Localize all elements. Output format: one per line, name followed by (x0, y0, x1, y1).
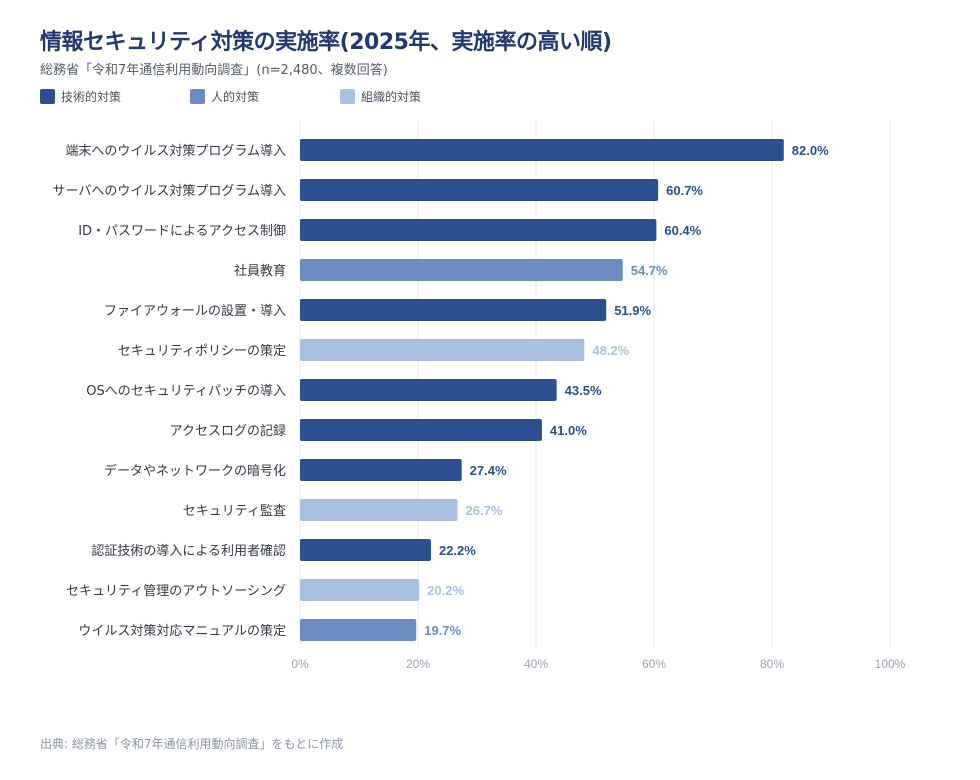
bar (300, 259, 623, 281)
category-label: サーバへのウイルス対策プログラム導入 (53, 183, 286, 199)
category-label: 社員教育 (234, 263, 286, 279)
value-label: 20.2% (427, 583, 464, 598)
x-tick-label: 0% (291, 657, 309, 671)
legend-item-org: 組織的対策 (340, 88, 421, 105)
source-note: 出典: 総務省「令和7年通信利用動向調査」をもとに作成 (40, 737, 344, 751)
value-label: 51.9% (614, 303, 651, 318)
category-label: セキュリティ監査 (183, 503, 286, 519)
legend-item-human: 人的対策 (190, 88, 259, 105)
category-label: 認証技術の導入による利用者確認 (91, 543, 286, 559)
legend-item-tech: 技術的対策 (40, 88, 121, 105)
category-label: ウイルス対策対応マニュアルの策定 (78, 623, 286, 639)
chart-title: 情報セキュリティ対策の実施率(2025年、実施率の高い順) (40, 30, 612, 55)
legend-label-tech: 技術的対策 (61, 90, 122, 104)
category-label: OSへのセキュリティパッチの導入 (86, 384, 286, 399)
value-label: 48.2% (592, 343, 629, 358)
bar (300, 579, 420, 601)
value-label: 54.7% (631, 263, 668, 278)
legend-swatch-org (340, 89, 355, 104)
category-label: ファイアウォールの設置・導入 (104, 303, 286, 319)
bar (300, 459, 462, 481)
value-label: 43.5% (565, 383, 602, 398)
category-label: セキュリティポリシーの策定 (118, 343, 286, 359)
bar (300, 179, 659, 201)
bar (300, 219, 657, 241)
x-tick-label: 40% (524, 657, 548, 671)
x-tick-label: 80% (760, 657, 784, 671)
category-label: ID・パスワードによるアクセス制御 (78, 224, 286, 239)
category-label: アクセスログの記録 (170, 423, 286, 439)
category-label: 端末へのウイルス対策プログラム導入 (65, 143, 286, 159)
x-tick-label: 20% (406, 657, 430, 671)
legend-label-human: 人的対策 (211, 90, 260, 104)
value-label: 60.4% (664, 223, 701, 238)
value-label: 19.7% (424, 623, 461, 638)
bar (300, 299, 607, 321)
value-label: 82.0% (792, 143, 829, 158)
category-label: セキュリティ管理のアウトソーシング (66, 584, 286, 599)
bar (300, 499, 458, 521)
category-label: データやネットワークの暗号化 (104, 463, 286, 479)
chart-subtitle: 総務省「令和7年通信利用動向調査」(n=2,480、複数回答) (40, 63, 388, 78)
legend-swatch-tech (40, 89, 55, 104)
bar (300, 619, 417, 641)
bar (300, 139, 784, 161)
value-label: 22.2% (439, 543, 476, 558)
legend-swatch-human (190, 89, 205, 104)
bar (300, 379, 557, 401)
value-label: 27.4% (470, 463, 507, 478)
legend-label-org: 組織的対策 (361, 90, 422, 104)
value-label: 60.7% (666, 183, 703, 198)
x-tick-label: 60% (642, 657, 666, 671)
bar-chart: 0% 20% 40% 60% 80% 100% 端末へのウイルス対策プログラム導入 82.0%… (53, 120, 906, 671)
bar (300, 419, 542, 441)
bar (300, 339, 585, 361)
bar (300, 539, 431, 561)
x-tick-label: 100% (875, 657, 906, 671)
value-label: 26.7% (466, 503, 503, 518)
value-label: 41.0% (550, 423, 587, 438)
